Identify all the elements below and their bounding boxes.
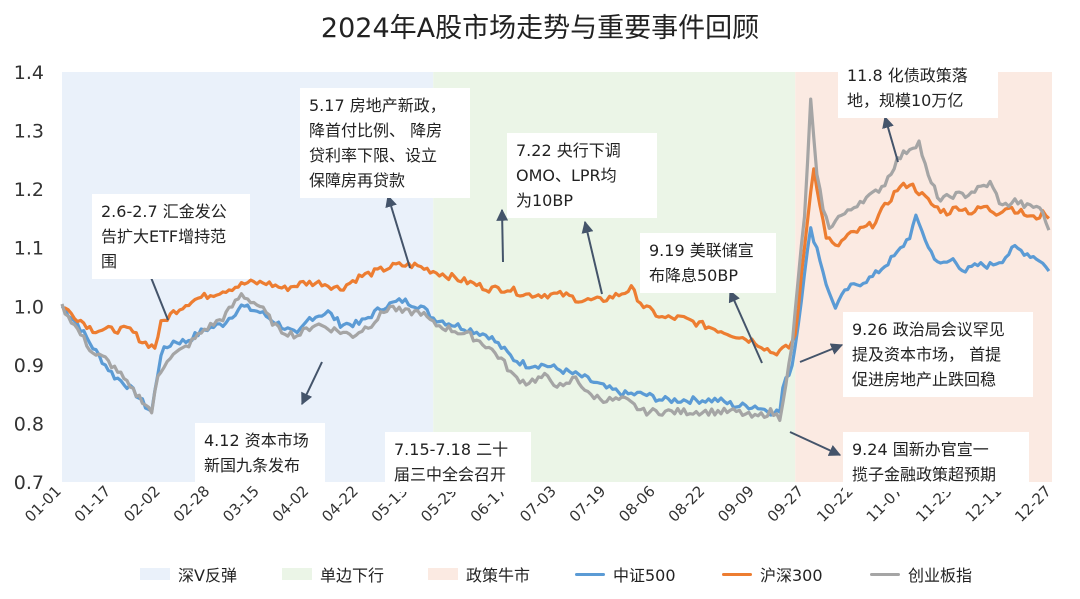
legend-line [575,572,605,576]
annotation-arrow [799,343,844,363]
legend-item: 政策牛市 [428,562,530,586]
legend-swatch [282,568,312,580]
x-tick-label: 01-17 [71,482,115,526]
annotation-financial-policy: 9.24 国新办官宣一 揽子金融政策超预期 [843,432,1029,492]
annotation-arrow [385,194,411,269]
series-line [60,97,1051,422]
x-tick-label: 04-02 [269,482,313,526]
annotation-politburo: 9.26 政治局会议罕见 提及资本市场， 首提 促进房地产止跌回稳 [843,312,1033,397]
annotation-third-plenum: 7.15-7.18 二十 届三中全会召开 [385,432,531,492]
y-tick-label: 0.9 [14,355,44,377]
x-tick-label: 02-02 [120,482,164,526]
x-tick-label: 08-22 [665,482,709,526]
y-tick-label: 1.1 [14,238,44,260]
y-tick-label: 0.8 [14,413,44,435]
y-tick-label: 1.0 [14,296,44,318]
y-tick-label: 1.4 [14,62,44,84]
legend-item: 单边下行 [282,562,384,586]
series-line [61,167,1050,357]
legend-item: 创业板指 [870,562,972,586]
annotation-arrow [789,431,842,456]
annotation-rate-cut: 7.22 央行下调 OMO、LPR均 为10BP [507,133,657,218]
annotation-new-nine-articles: 4.12 资本市场 新国九条发布 [195,423,325,483]
y-tick-label: 1.3 [14,121,44,143]
x-tick-label: 04-22 [318,482,362,526]
legend-label: 深V反弹 [178,566,237,585]
legend-swatch [428,568,458,580]
legend-label: 创业板指 [908,566,973,585]
annotation-arrow [581,220,603,295]
legend-item: 中证500 [575,562,676,586]
y-tick-label: 1.2 [14,179,44,201]
y-tick-label: 0.7 [14,472,44,494]
x-tick-label: 02-28 [170,482,214,526]
annotation-arrow [882,115,899,163]
x-tick-label: 03-15 [219,482,263,526]
series-line [60,213,1051,417]
legend-label: 沪深300 [760,566,823,585]
annotation-etf: 2.6-2.7 汇金发公 告扩大ETF增持范 围 [92,194,250,279]
legend-label: 政策牛市 [466,566,531,585]
legend-line [870,572,900,576]
legend: 深V反弹 单边下行 政策牛市 中证500 沪深300 创业板指 [0,562,1080,590]
legend-label: 中证500 [613,566,676,585]
chart-title: 2024年A股市场走势与重要事件回顾 [320,13,760,44]
annotation-arrow [301,361,323,406]
annotation-fed-cut: 9.19 美联储宣 布降息50BP [640,233,776,293]
legend-line [722,572,752,576]
legend-item: 沪深300 [722,562,823,586]
annotation-real-estate-policy: 5.17 房地产新政， 降首付比例、 降房 贷利率下限、设立 保障房再贷款 [300,88,470,198]
x-tick-label: 07-19 [566,482,610,526]
annotation-arrow [728,289,763,364]
legend-item: 深V反弹 [140,562,237,586]
regime-band [795,72,1052,482]
legend-label: 单边下行 [320,566,385,585]
x-tick-label: 09-27 [764,482,808,526]
x-tick-label: 09-09 [714,482,758,526]
annotation-debt-policy: 11.8 化债政策落 地，规模10万亿 [838,58,998,118]
annotation-arrow [496,208,509,263]
legend-swatch [140,568,170,580]
x-tick-label: 08-06 [615,482,659,526]
